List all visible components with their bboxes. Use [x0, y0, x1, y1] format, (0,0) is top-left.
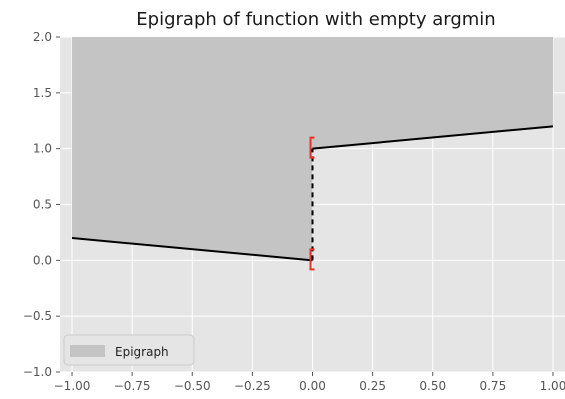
x-tick-label: −0.75 [114, 379, 151, 393]
y-tick-label: −0.5 [23, 309, 52, 323]
y-tick-label: 1.0 [33, 142, 52, 156]
x-tick-label: −1.00 [54, 379, 91, 393]
x-tick-label: 1.00 [540, 379, 565, 393]
x-tick-label: −0.25 [234, 379, 271, 393]
y-tick-label: 0.0 [33, 253, 52, 267]
open-endpoint-marker [309, 136, 315, 159]
x-tick-label: 0.00 [299, 379, 326, 393]
function-lines [71, 125, 554, 262]
y-tick-label: 2.0 [33, 30, 52, 44]
legend-label: Epigraph [115, 345, 169, 359]
function-line [71, 237, 313, 262]
y-tick-label: −1.0 [23, 365, 52, 379]
open-endpoint-markers [309, 136, 315, 271]
x-axis-ticks: −1.00 −0.75 −0.50 −0.25 0.00 0.25 0.50 0.75 1.00 [54, 372, 565, 393]
legend-box [63, 334, 195, 366]
open-endpoint-marker [309, 248, 315, 271]
y-tick-label: 0.5 [33, 198, 52, 212]
y-axis-ticks: −1.0 −0.5 0.0 0.5 1.0 1.5 2.0 [23, 30, 60, 379]
legend-swatch [70, 345, 105, 357]
x-tick-label: 0.75 [479, 379, 506, 393]
x-tick-label: 0.50 [419, 379, 446, 393]
function-line [312, 125, 554, 150]
legend: Epigraph [63, 334, 195, 366]
x-tick-label: 0.25 [359, 379, 386, 393]
x-tick-label: −0.50 [174, 379, 211, 393]
y-tick-label: 1.5 [33, 86, 52, 100]
chart-title: Epigraph of function with empty argmin [136, 9, 495, 30]
